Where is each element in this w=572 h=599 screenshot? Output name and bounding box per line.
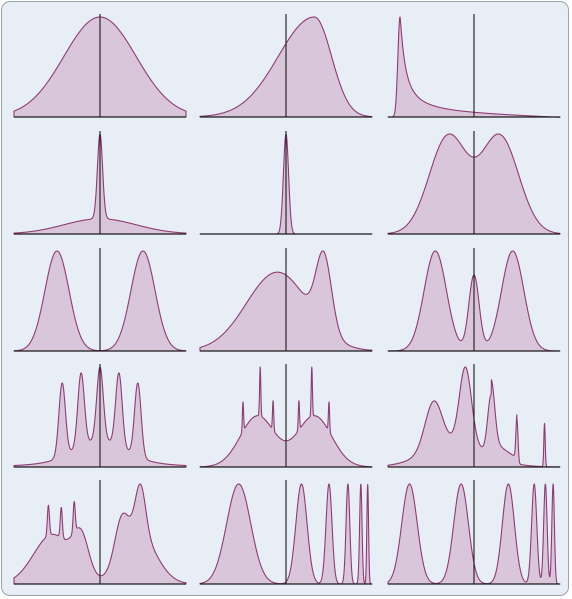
panel-normal xyxy=(13,14,187,118)
panel-bimodal-with-spikes-2 xyxy=(13,480,187,585)
panel-bimodal-with-spikes xyxy=(199,364,373,468)
panel-comb xyxy=(13,364,187,468)
panel-heavy-tail xyxy=(387,14,561,118)
panel-skewed xyxy=(199,14,373,118)
panel-asymmetric-bimodal xyxy=(199,248,373,352)
panel-bimodal-overlap xyxy=(387,131,561,235)
panel-chirp-right xyxy=(199,480,373,585)
panel-bimodal-separated xyxy=(13,248,187,352)
panel-trimodal xyxy=(387,248,561,352)
panel-multimodal-irregular xyxy=(387,364,561,468)
panel-spike-on-broad xyxy=(13,131,187,235)
panel-chirp-symmetric xyxy=(387,480,561,585)
panel-narrow-spike xyxy=(199,131,373,235)
